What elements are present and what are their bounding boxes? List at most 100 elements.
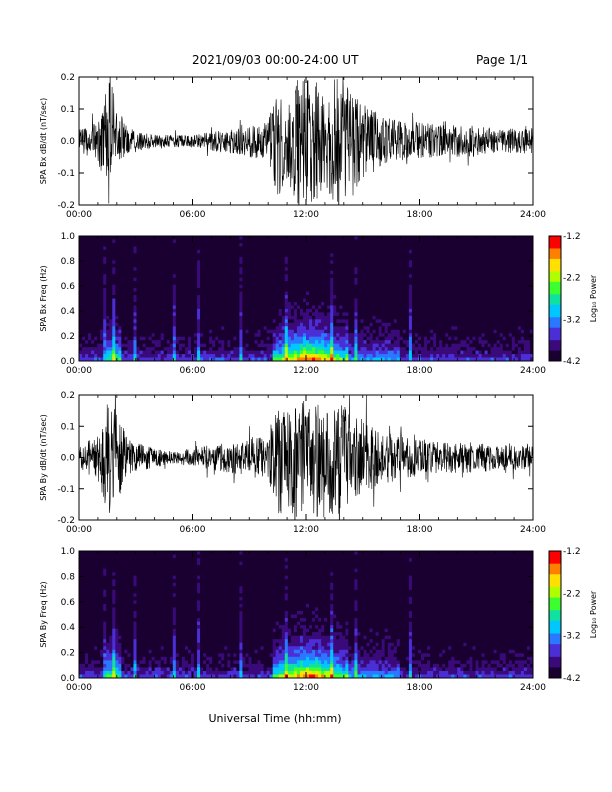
spectrogram-cell bbox=[454, 312, 458, 317]
spectrogram-cell bbox=[351, 312, 355, 317]
spectrogram-cell bbox=[178, 357, 183, 362]
spectrogram-cell bbox=[430, 326, 434, 331]
spectrogram-cell bbox=[133, 284, 138, 289]
spectrogram-cell bbox=[433, 301, 437, 306]
spectrogram-cell bbox=[245, 281, 249, 286]
spectrogram-cell bbox=[411, 312, 416, 317]
spectrogram-cell bbox=[85, 312, 89, 317]
spectrogram-cell bbox=[463, 301, 467, 306]
spectrogram-cell bbox=[330, 239, 334, 244]
spectrogram-cell bbox=[414, 350, 419, 355]
spectrogram-cell bbox=[478, 350, 483, 355]
spectrogram-cell bbox=[363, 301, 368, 306]
spectrogram-cell bbox=[227, 333, 231, 338]
spectrogram-cell bbox=[345, 298, 349, 303]
spectrogram-cell bbox=[233, 242, 237, 247]
spectrogram-cell bbox=[106, 350, 110, 355]
spectrogram-cell bbox=[430, 277, 434, 282]
spectrogram-cell bbox=[345, 239, 349, 244]
spectrogram-cell bbox=[284, 260, 289, 265]
spectrogram-cell bbox=[424, 315, 428, 320]
spectrogram-cell bbox=[309, 357, 313, 362]
spectrogram-cell bbox=[115, 291, 119, 296]
spectrogram-cell bbox=[242, 336, 246, 341]
spectrogram-cell bbox=[160, 347, 165, 352]
spectrogram-cell bbox=[306, 246, 310, 251]
spectrogram-cell bbox=[121, 274, 125, 279]
spectrogram-cell bbox=[399, 340, 404, 345]
spectrogram-cell bbox=[97, 236, 101, 240]
spectrogram-cell bbox=[278, 357, 283, 362]
spectrogram-cell bbox=[366, 308, 371, 313]
spectrogram-cell bbox=[427, 267, 431, 272]
spectrogram-cell bbox=[97, 347, 101, 352]
spectrogram-cell bbox=[324, 270, 328, 275]
spectrogram-cell bbox=[97, 267, 101, 272]
spectrogram-cell bbox=[457, 326, 461, 331]
spectrogram-cell bbox=[472, 277, 476, 282]
spectrogram-cell bbox=[318, 288, 322, 293]
spectrogram-cell bbox=[490, 295, 495, 299]
spectrogram-cell bbox=[451, 315, 455, 320]
spectrogram-cell bbox=[127, 350, 131, 355]
spectrogram-cell bbox=[439, 343, 443, 348]
spectrogram-cell bbox=[109, 236, 113, 240]
spectrogram-cell bbox=[154, 281, 159, 286]
spectrogram-cell bbox=[245, 246, 249, 251]
spectrogram-cell bbox=[399, 322, 404, 327]
spectrogram-cell bbox=[381, 256, 386, 261]
spectrogram-cell bbox=[463, 291, 467, 296]
spectrogram-cell bbox=[469, 295, 473, 299]
spectrogram-cell bbox=[82, 305, 86, 310]
spectrogram-cell bbox=[257, 343, 262, 348]
spectrogram-cell bbox=[242, 326, 246, 331]
spectrogram-cell bbox=[151, 288, 156, 293]
spectrogram-cell bbox=[230, 305, 234, 310]
spectrogram-cell bbox=[417, 281, 422, 286]
spectrogram-cell bbox=[384, 281, 389, 286]
spectrogram-cell bbox=[302, 263, 307, 268]
spectrogram-cell bbox=[436, 239, 440, 244]
spectrogram-cell bbox=[233, 291, 237, 296]
spectrogram-cell bbox=[106, 333, 110, 338]
spectrogram-cell bbox=[103, 263, 107, 268]
spectrogram-cell bbox=[224, 260, 228, 265]
spectrogram-cell bbox=[251, 263, 256, 268]
spectrogram-cell bbox=[293, 291, 298, 296]
spectrogram-cell bbox=[445, 263, 449, 268]
spectrogram-cell bbox=[142, 249, 147, 254]
spectrogram-cell bbox=[387, 284, 392, 289]
spectrogram-cell bbox=[242, 301, 246, 306]
spectrogram-cell bbox=[124, 239, 128, 244]
spectrogram-cell bbox=[154, 326, 159, 331]
spectrogram-cell bbox=[312, 239, 316, 244]
spectrogram-cell bbox=[166, 291, 171, 296]
spectrogram-cell bbox=[281, 260, 286, 265]
spectrogram-cell bbox=[278, 249, 283, 254]
spectrogram-cell bbox=[194, 333, 198, 338]
spectrogram-cell bbox=[139, 260, 144, 265]
spectrogram-cell bbox=[169, 350, 174, 355]
spectrogram-cell bbox=[139, 319, 144, 324]
spectrogram-cell bbox=[411, 347, 416, 352]
spectrogram-cell bbox=[484, 340, 489, 345]
spectrogram-cell bbox=[85, 242, 89, 247]
spectrogram-cell bbox=[306, 333, 310, 338]
spectrogram-cell bbox=[115, 315, 119, 320]
spectrogram-cell bbox=[363, 249, 368, 254]
spectrogram-cell bbox=[124, 326, 128, 331]
spectrogram-cell bbox=[360, 277, 365, 282]
spectrogram-cell bbox=[396, 298, 401, 303]
spectrogram-cell bbox=[154, 329, 159, 334]
spectrogram-cell bbox=[321, 298, 325, 303]
spectrogram-cell bbox=[88, 284, 92, 289]
spectrogram-cell bbox=[490, 312, 495, 317]
spectrogram-cell bbox=[233, 267, 237, 272]
spectrogram-cell bbox=[454, 249, 458, 254]
spectrogram-cell bbox=[281, 236, 286, 240]
spectrogram-cell bbox=[224, 281, 228, 286]
spectrogram-cell bbox=[118, 284, 122, 289]
spectrogram-cell bbox=[293, 288, 298, 293]
spectrogram-cell bbox=[408, 308, 413, 313]
spectrogram-cell bbox=[387, 270, 392, 275]
